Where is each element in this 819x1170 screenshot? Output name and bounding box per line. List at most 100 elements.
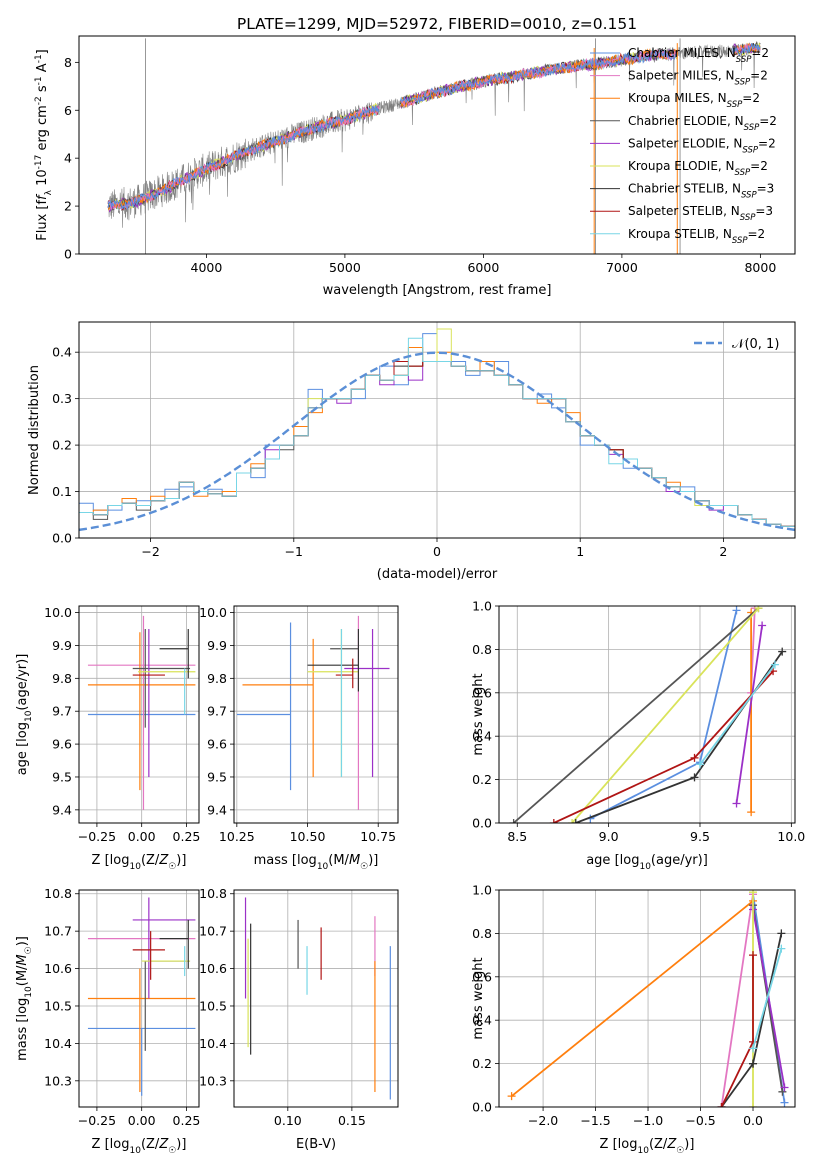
y-tick-label: 10.5 (44, 998, 72, 1013)
x-tick-label: 0.25 (173, 1113, 201, 1128)
x-tick-label: 0.15 (338, 1113, 366, 1128)
y-tick-label: 0.4 (52, 345, 72, 360)
legend-text: Kroupa MILES, N (628, 91, 727, 105)
y-tick-label: 6 (64, 103, 72, 118)
legend-text: Salpeter ELODIE, N (628, 136, 742, 150)
y-tick-label: 0.8 (472, 926, 492, 941)
legend-label: Kroupa ELODIE, NSSP=2 (628, 159, 768, 178)
label-part: log (15, 998, 30, 1018)
legend-text: Chabrier ELODIE, N (628, 114, 744, 128)
y-tick-label: 8 (64, 55, 72, 70)
label-part: 10 (130, 862, 142, 872)
axes-frame (233, 889, 399, 1108)
axes-frame (78, 889, 200, 1108)
errorbar-chabrier-stelib (159, 629, 189, 679)
label-part: erg cm (35, 105, 50, 154)
legend-text: Kroupa STELIB, N (628, 227, 732, 241)
plot-area (507, 890, 789, 1107)
legend-label: Salpeter ELODIE, NSSP=2 (628, 136, 776, 155)
y-tick-label: 10.6 (199, 961, 227, 976)
label-part: ] (35, 49, 50, 54)
label-part: log (110, 853, 130, 868)
series-line (571, 607, 760, 823)
plot-area (79, 328, 795, 532)
marker-plus (780, 1098, 789, 1107)
label-part: (Z/ (141, 1137, 160, 1152)
series-salpeter-miles (717, 890, 758, 1107)
panel-2: −0.25 0.00 0.259.49.59.69.79.89.910.0Z [lo… (15, 605, 200, 872)
label-part: Z [ (600, 1137, 618, 1152)
label-part: (M/ (328, 853, 349, 868)
y-tick-label: 10.3 (199, 1073, 227, 1088)
histogram-kroupa-stelib (79, 337, 795, 527)
legend-text: Salpeter MILES, N (628, 69, 735, 83)
marker-plus (749, 1103, 758, 1107)
legend-sub: SSP (741, 191, 757, 201)
y-axis-label: Normed distribution (27, 365, 42, 495)
label-part: 10 (24, 710, 34, 722)
y-tick-label: 1.0 (472, 599, 492, 614)
marker-plus (749, 1059, 758, 1068)
marker-plus (770, 660, 779, 669)
label-part: mass [ (15, 1018, 30, 1061)
marker-plus (749, 1044, 758, 1053)
model-spectrum (107, 43, 761, 211)
plot-area (87, 897, 196, 1096)
y-tick-label: 10.8 (44, 886, 72, 901)
marker-plus (754, 606, 763, 613)
y-tick-label: 0.2 (52, 438, 72, 453)
x-tick-label: 2 (719, 544, 727, 559)
marker-plus (777, 944, 786, 953)
y-axis-label: Flux [ffλ 10-17 erg cm-2 s-1 A-1] (34, 49, 54, 241)
legend-label: 𝒩(0, 1) (732, 337, 779, 352)
axes-frame (78, 321, 796, 539)
series-line (553, 670, 774, 823)
label-part: 10 (317, 862, 329, 872)
legend-label: Chabrier STELIB, NSSP=3 (628, 182, 774, 201)
y-tick-label: 0.4 (472, 729, 492, 744)
plot-area (236, 615, 390, 810)
errorbar-chabrier-elodie (132, 629, 191, 728)
legend-val: =3 (757, 182, 775, 196)
marker-plus (777, 929, 786, 938)
legend-label: Salpeter STELIB, NSSP=3 (628, 204, 773, 223)
y-tick-label: 0.4 (472, 1013, 492, 1028)
x-tick-label: −1 (285, 544, 303, 559)
label-part: Z (666, 1137, 677, 1152)
legend-val: =2 (742, 91, 760, 105)
y-tick-label: 0.8 (472, 642, 492, 657)
axes: 8.5 9.0 9.5 10.0 0.0 0.2 0.4 0.6 0.8 1.0 age [log1… (471, 599, 805, 873)
legend-sub: SSP (740, 213, 756, 223)
y-tick-label: 2 (64, 199, 72, 214)
x-axis-label: Z [log10(Z/Z☉)] (92, 1137, 187, 1156)
series-kroupa-stelib (695, 660, 779, 769)
label-part: 10 (35, 169, 50, 190)
y-tick-label: 10.7 (44, 924, 72, 939)
label-part: log (15, 722, 30, 742)
y-tick-label: 9.7 (52, 704, 72, 719)
label-part: 10 (639, 862, 651, 872)
legend-text: Chabrier MILES, N (628, 46, 736, 60)
label-part: -2 (34, 96, 44, 105)
label-part: Normed distribution (27, 365, 42, 495)
errorbar-salpeter-elodie (344, 629, 390, 777)
errorbar-kroupa-miles (87, 968, 196, 1093)
marker-plus (568, 819, 577, 823)
y-tick-label: 0.2 (472, 1056, 492, 1071)
x-tick-label: 0.0 (743, 1113, 763, 1128)
label-part: 10 (638, 1146, 650, 1156)
panel-1: −2 −1 0 1 2 0.0 0.1 0.2 0.3 0.4 (data-model)/error… (27, 321, 796, 582)
marker-plus (690, 773, 699, 782)
series-salpeter-stelib (717, 951, 758, 1107)
label-part: log (618, 1137, 638, 1152)
series-line (720, 894, 754, 1107)
y-tick-label: 9.9 (52, 638, 72, 653)
y-tick-label: 9.4 (52, 802, 72, 817)
x-tick-label: 9.0 (599, 829, 619, 844)
y-tick-label: 9.5 (52, 769, 72, 784)
x-axis-label: mass [log10(M/M☉)] (254, 853, 379, 872)
label-part: log (110, 1137, 130, 1152)
marker-plus (778, 647, 787, 656)
label-part: (Z/ (649, 1137, 668, 1152)
legend-val: =2 (758, 136, 776, 150)
